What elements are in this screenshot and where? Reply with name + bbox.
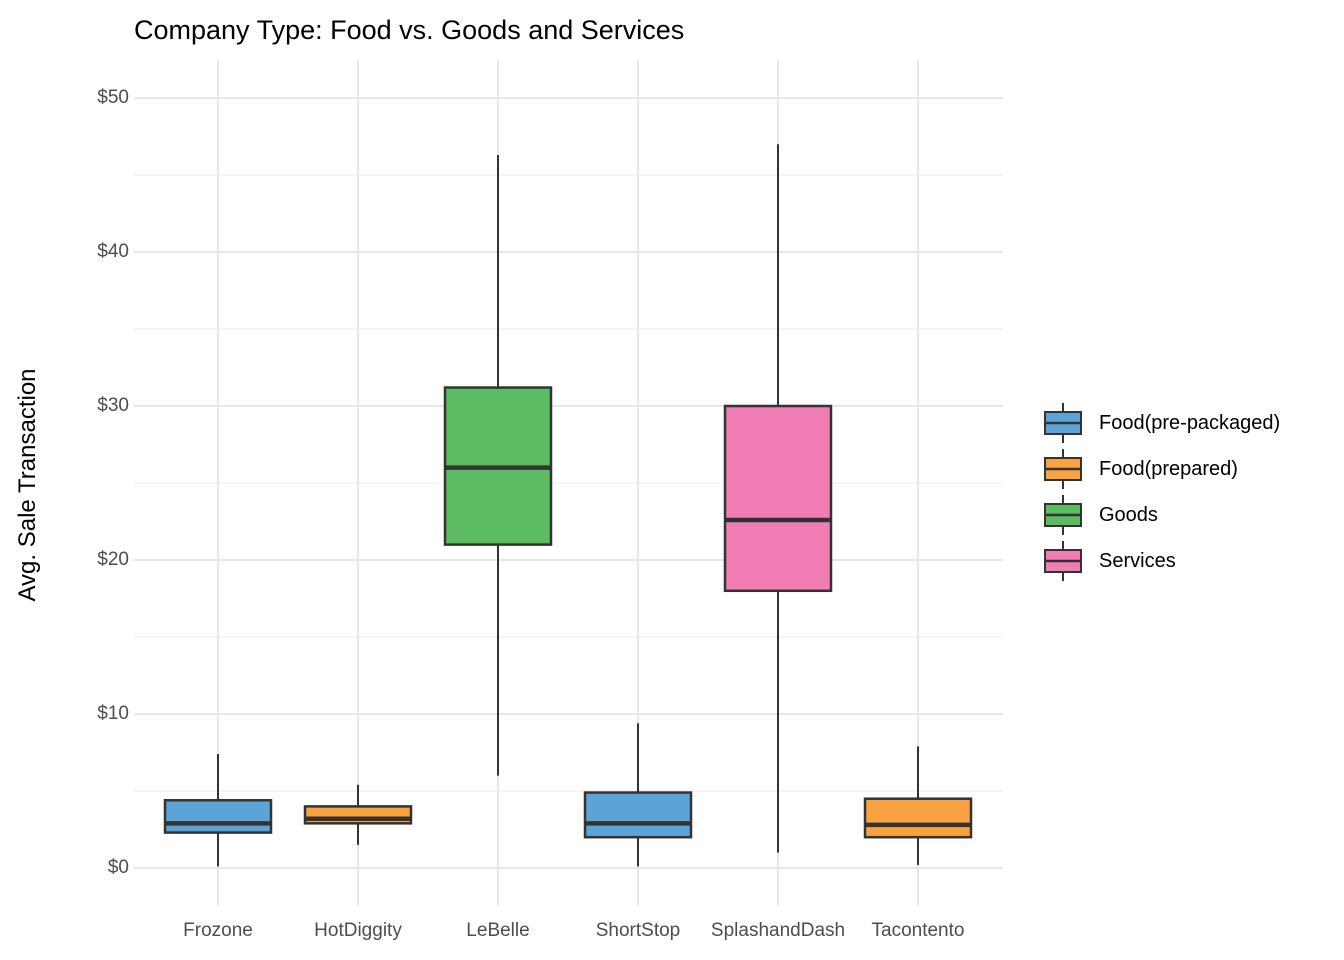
legend-label: Food(prepared) [1099,457,1238,480]
legend-key-boxplot-icon [1044,449,1082,489]
legend-key-boxplot-icon [1044,541,1082,581]
x-category-label: LeBelle [466,920,530,941]
box-tacontento [863,797,973,839]
x-category-label: ShortStop [595,920,681,941]
legend-item: Food(prepared) [1040,446,1280,492]
y-tick-label: $0 [107,857,129,878]
x-category-label: Tacontento [871,920,965,941]
legend-item: Food(pre-packaged) [1040,400,1280,446]
legend: Food(pre-packaged) Food(prepared) Goods Ser… [1040,400,1280,584]
box-splashanddash [723,404,833,593]
x-category-label: HotDiggity [314,920,402,941]
box-frozone [163,798,273,834]
x-category-label: SplashandDash [710,920,846,941]
chart-title: Company Type: Food vs. Goods and Service… [134,15,685,45]
legend-item: Services [1040,538,1280,584]
legend-key-boxplot-icon [1044,495,1082,535]
y-tick-label: $40 [97,241,129,262]
legend-label: Services [1099,549,1176,572]
box-shortstop [583,791,693,839]
y-tick-label: $50 [97,87,129,108]
legend-item: Goods [1040,492,1280,538]
legend-key-boxplot-icon [1044,403,1082,443]
y-tick-label: $10 [97,703,129,724]
legend-label: Food(pre-packaged) [1099,411,1281,434]
x-category-label: Frozone [183,920,253,941]
y-tick-label: $20 [97,549,129,570]
legend-label: Goods [1099,503,1158,526]
y-tick-label: $30 [97,395,129,416]
